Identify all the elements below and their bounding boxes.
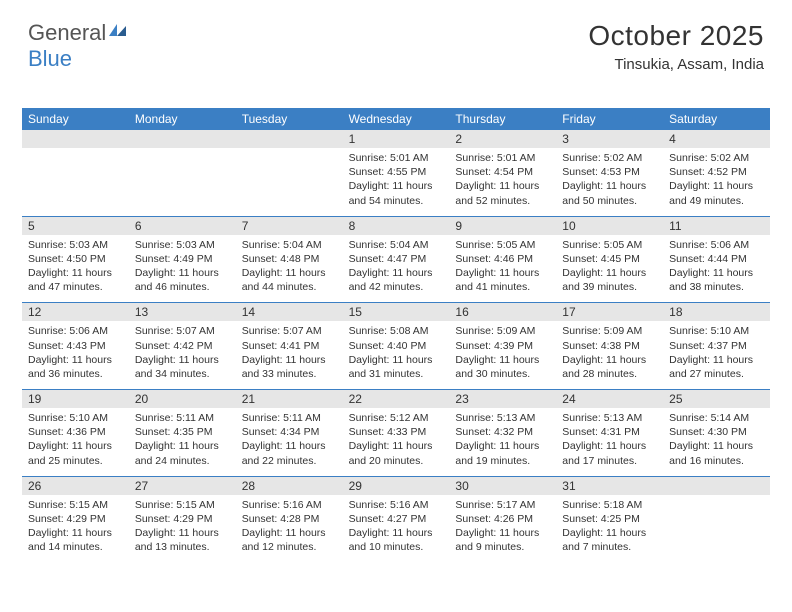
day-cell-row: Sunrise: 5:06 AMSunset: 4:43 PMDaylight:… — [22, 321, 770, 389]
day-number: 6 — [129, 216, 236, 235]
day-cell: Sunrise: 5:05 AMSunset: 4:45 PMDaylight:… — [556, 235, 663, 303]
day-number: 5 — [22, 216, 129, 235]
header-right: October 2025 Tinsukia, Assam, India — [588, 20, 764, 73]
day-cell: Sunrise: 5:02 AMSunset: 4:52 PMDaylight:… — [663, 148, 770, 216]
logo-mark-icon — [109, 18, 127, 44]
day-cell: Sunrise: 5:13 AMSunset: 4:32 PMDaylight:… — [449, 408, 556, 476]
day-cell: Sunrise: 5:15 AMSunset: 4:29 PMDaylight:… — [22, 495, 129, 563]
day-cell-row: Sunrise: 5:01 AMSunset: 4:55 PMDaylight:… — [22, 148, 770, 216]
dayname-wed: Wednesday — [343, 108, 450, 130]
day-number: 15 — [343, 302, 450, 321]
day-number: 16 — [449, 302, 556, 321]
day-number — [129, 130, 236, 148]
day-number: 11 — [663, 216, 770, 235]
day-cell: Sunrise: 5:06 AMSunset: 4:43 PMDaylight:… — [22, 321, 129, 389]
day-number: 21 — [236, 389, 343, 408]
day-cell — [129, 148, 236, 216]
dayname-mon: Monday — [129, 108, 236, 130]
day-cell — [236, 148, 343, 216]
page-title: October 2025 — [588, 20, 764, 52]
day-cell — [663, 495, 770, 563]
dayname-thu: Thursday — [449, 108, 556, 130]
day-cell: Sunrise: 5:14 AMSunset: 4:30 PMDaylight:… — [663, 408, 770, 476]
logo-text-2: Blue — [28, 46, 72, 71]
day-number-row: 1234 — [22, 130, 770, 148]
day-number: 25 — [663, 389, 770, 408]
day-number: 10 — [556, 216, 663, 235]
day-number — [236, 130, 343, 148]
day-header-row: Sunday Monday Tuesday Wednesday Thursday… — [22, 108, 770, 130]
day-number: 22 — [343, 389, 450, 408]
day-number-row: 262728293031 — [22, 476, 770, 495]
day-cell: Sunrise: 5:16 AMSunset: 4:27 PMDaylight:… — [343, 495, 450, 563]
dayname-sun: Sunday — [22, 108, 129, 130]
day-cell: Sunrise: 5:05 AMSunset: 4:46 PMDaylight:… — [449, 235, 556, 303]
day-cell: Sunrise: 5:04 AMSunset: 4:47 PMDaylight:… — [343, 235, 450, 303]
day-cell: Sunrise: 5:12 AMSunset: 4:33 PMDaylight:… — [343, 408, 450, 476]
day-number: 23 — [449, 389, 556, 408]
day-number: 20 — [129, 389, 236, 408]
day-number-row: 19202122232425 — [22, 389, 770, 408]
day-number: 26 — [22, 476, 129, 495]
day-number: 17 — [556, 302, 663, 321]
day-number: 27 — [129, 476, 236, 495]
day-cell: Sunrise: 5:15 AMSunset: 4:29 PMDaylight:… — [129, 495, 236, 563]
location-label: Tinsukia, Assam, India — [588, 56, 764, 73]
day-cell: Sunrise: 5:10 AMSunset: 4:36 PMDaylight:… — [22, 408, 129, 476]
dayname-fri: Friday — [556, 108, 663, 130]
day-cell: Sunrise: 5:10 AMSunset: 4:37 PMDaylight:… — [663, 321, 770, 389]
logo: General Blue — [28, 18, 127, 72]
day-cell: Sunrise: 5:03 AMSunset: 4:50 PMDaylight:… — [22, 235, 129, 303]
day-cell: Sunrise: 5:03 AMSunset: 4:49 PMDaylight:… — [129, 235, 236, 303]
day-cell: Sunrise: 5:07 AMSunset: 4:42 PMDaylight:… — [129, 321, 236, 389]
dayname-sat: Saturday — [663, 108, 770, 130]
day-cell: Sunrise: 5:01 AMSunset: 4:55 PMDaylight:… — [343, 148, 450, 216]
day-cell-row: Sunrise: 5:10 AMSunset: 4:36 PMDaylight:… — [22, 408, 770, 476]
day-number: 2 — [449, 130, 556, 148]
day-number: 18 — [663, 302, 770, 321]
day-number: 9 — [449, 216, 556, 235]
day-number: 12 — [22, 302, 129, 321]
day-cell — [22, 148, 129, 216]
day-number: 4 — [663, 130, 770, 148]
day-number: 3 — [556, 130, 663, 148]
day-cell: Sunrise: 5:09 AMSunset: 4:39 PMDaylight:… — [449, 321, 556, 389]
day-number: 19 — [22, 389, 129, 408]
day-cell: Sunrise: 5:01 AMSunset: 4:54 PMDaylight:… — [449, 148, 556, 216]
day-cell: Sunrise: 5:11 AMSunset: 4:35 PMDaylight:… — [129, 408, 236, 476]
day-cell: Sunrise: 5:11 AMSunset: 4:34 PMDaylight:… — [236, 408, 343, 476]
day-number — [22, 130, 129, 148]
day-number: 30 — [449, 476, 556, 495]
day-number: 28 — [236, 476, 343, 495]
day-number: 1 — [343, 130, 450, 148]
day-number: 7 — [236, 216, 343, 235]
day-cell-row: Sunrise: 5:03 AMSunset: 4:50 PMDaylight:… — [22, 235, 770, 303]
day-cell: Sunrise: 5:17 AMSunset: 4:26 PMDaylight:… — [449, 495, 556, 563]
day-number: 31 — [556, 476, 663, 495]
day-number: 24 — [556, 389, 663, 408]
day-number: 13 — [129, 302, 236, 321]
day-number: 29 — [343, 476, 450, 495]
day-cell: Sunrise: 5:08 AMSunset: 4:40 PMDaylight:… — [343, 321, 450, 389]
logo-text-1: General — [28, 20, 106, 45]
day-number-row: 567891011 — [22, 216, 770, 235]
calendar: Sunday Monday Tuesday Wednesday Thursday… — [22, 108, 770, 562]
day-cell: Sunrise: 5:18 AMSunset: 4:25 PMDaylight:… — [556, 495, 663, 563]
day-cell: Sunrise: 5:02 AMSunset: 4:53 PMDaylight:… — [556, 148, 663, 216]
day-number: 8 — [343, 216, 450, 235]
day-cell: Sunrise: 5:07 AMSunset: 4:41 PMDaylight:… — [236, 321, 343, 389]
day-cell: Sunrise: 5:09 AMSunset: 4:38 PMDaylight:… — [556, 321, 663, 389]
day-number-row: 12131415161718 — [22, 302, 770, 321]
day-cell: Sunrise: 5:06 AMSunset: 4:44 PMDaylight:… — [663, 235, 770, 303]
day-cell: Sunrise: 5:13 AMSunset: 4:31 PMDaylight:… — [556, 408, 663, 476]
day-number: 14 — [236, 302, 343, 321]
day-cell: Sunrise: 5:04 AMSunset: 4:48 PMDaylight:… — [236, 235, 343, 303]
day-cell-row: Sunrise: 5:15 AMSunset: 4:29 PMDaylight:… — [22, 495, 770, 563]
day-number — [663, 476, 770, 495]
dayname-tue: Tuesday — [236, 108, 343, 130]
day-cell: Sunrise: 5:16 AMSunset: 4:28 PMDaylight:… — [236, 495, 343, 563]
